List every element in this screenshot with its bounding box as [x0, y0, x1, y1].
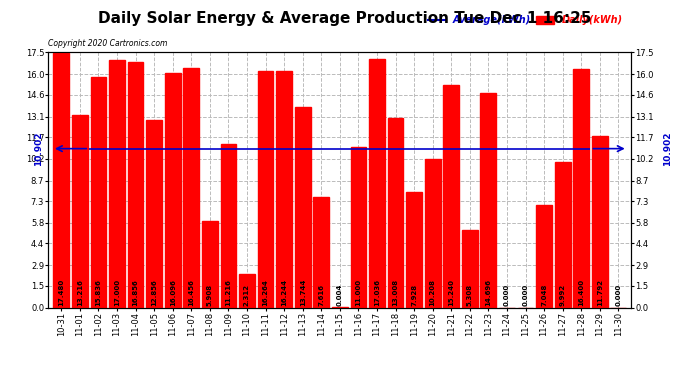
Text: 16.456: 16.456 — [188, 279, 195, 306]
Bar — [406, 192, 422, 308]
Bar — [239, 274, 255, 308]
Bar — [146, 120, 162, 308]
Text: 13.008: 13.008 — [393, 279, 399, 306]
Text: 16.264: 16.264 — [263, 279, 268, 306]
Text: 14.696: 14.696 — [485, 279, 491, 306]
Bar — [369, 59, 385, 308]
Bar — [573, 69, 589, 308]
Text: 11.000: 11.000 — [355, 279, 362, 306]
Bar — [462, 230, 477, 308]
Bar — [313, 196, 329, 308]
Bar — [444, 86, 459, 308]
Text: 16.856: 16.856 — [132, 279, 139, 306]
Bar — [202, 221, 218, 308]
Text: 16.244: 16.244 — [281, 279, 287, 306]
Bar — [72, 115, 88, 308]
Bar — [536, 205, 552, 308]
Bar — [90, 77, 106, 308]
Bar — [221, 144, 236, 308]
Text: 10.902: 10.902 — [34, 131, 43, 166]
Bar — [165, 73, 181, 308]
Text: 11.792: 11.792 — [597, 279, 603, 306]
Text: 13.744: 13.744 — [299, 278, 306, 306]
Text: 17.480: 17.480 — [58, 279, 64, 306]
Text: 16.400: 16.400 — [578, 279, 584, 306]
Bar — [592, 136, 608, 308]
Text: 16.096: 16.096 — [170, 279, 176, 306]
Text: 5.908: 5.908 — [207, 284, 213, 306]
Bar — [109, 60, 125, 308]
Text: 10.902: 10.902 — [663, 131, 673, 166]
Bar — [53, 53, 69, 307]
Text: 0.000: 0.000 — [504, 284, 510, 306]
Text: 15.240: 15.240 — [448, 279, 454, 306]
Text: 5.308: 5.308 — [467, 284, 473, 306]
Text: 2.312: 2.312 — [244, 284, 250, 306]
Text: 10.208: 10.208 — [430, 279, 435, 306]
Text: 12.856: 12.856 — [151, 279, 157, 306]
Bar — [295, 107, 310, 308]
Text: 7.048: 7.048 — [541, 284, 547, 306]
Text: 7.616: 7.616 — [318, 284, 324, 306]
Text: 7.928: 7.928 — [411, 284, 417, 306]
Text: 17.036: 17.036 — [374, 279, 380, 306]
Bar — [128, 62, 144, 308]
Bar — [425, 159, 440, 308]
Text: 11.216: 11.216 — [226, 279, 231, 306]
Text: 17.000: 17.000 — [114, 279, 120, 306]
Bar — [257, 70, 273, 308]
Bar — [388, 118, 404, 308]
Bar — [555, 162, 571, 308]
Text: 13.216: 13.216 — [77, 279, 83, 306]
Bar — [351, 147, 366, 308]
Text: 15.836: 15.836 — [95, 279, 101, 306]
Legend: Average(kWh), Daily(kWh): Average(kWh), Daily(kWh) — [424, 12, 627, 29]
Bar — [184, 68, 199, 308]
Bar — [276, 71, 292, 308]
Bar — [480, 93, 496, 308]
Text: 0.004: 0.004 — [337, 284, 343, 306]
Text: 0.000: 0.000 — [615, 284, 622, 306]
Text: Daily Solar Energy & Average Production Tue Dec 1 16:25: Daily Solar Energy & Average Production … — [98, 11, 592, 26]
Text: Copyright 2020 Cartronics.com: Copyright 2020 Cartronics.com — [48, 39, 168, 48]
Text: 0.000: 0.000 — [522, 284, 529, 306]
Text: 9.992: 9.992 — [560, 284, 566, 306]
